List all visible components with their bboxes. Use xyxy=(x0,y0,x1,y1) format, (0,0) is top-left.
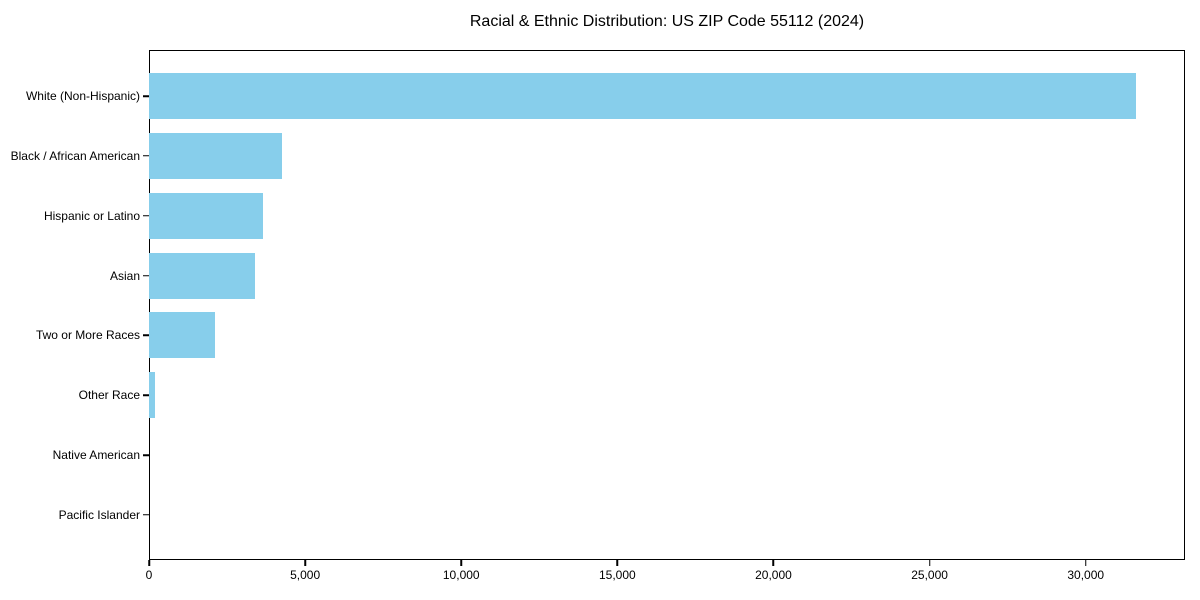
y-tick-label-hispanic-or-latino: Hispanic or Latino xyxy=(43,208,140,223)
bar-hispanic-or-latino xyxy=(149,192,263,239)
y-tick-mark xyxy=(143,334,149,337)
y-tick-label-pacific-islander: Pacific Islander xyxy=(58,507,140,522)
y-tick-label-other-race: Other Race xyxy=(78,388,140,403)
x-tick-label-10-000: 10,000 xyxy=(442,568,480,582)
x-tick-mark xyxy=(772,560,775,566)
x-tick-label-25-000: 25,000 xyxy=(911,568,948,582)
y-tick-mark xyxy=(143,155,149,157)
x-tick-mark xyxy=(304,560,306,566)
x-tick-mark xyxy=(928,560,931,566)
bar-asian xyxy=(149,252,256,299)
y-tick-label-two-or-more-races: Two or More Races xyxy=(35,328,140,343)
y-tick-label-asian: Asian xyxy=(109,268,140,283)
y-tick-label-black-african-american: Black / African American xyxy=(10,148,140,163)
y-tick-label-white-non-hispanic: White (Non-Hispanic) xyxy=(25,89,140,103)
y-tick-mark xyxy=(143,274,149,277)
x-tick-label-0: 0 xyxy=(145,568,153,582)
x-tick-label-20-000: 20,000 xyxy=(755,568,792,582)
x-tick-mark xyxy=(460,560,462,566)
x-tick-label-15-000: 15,000 xyxy=(598,568,636,582)
y-tick-mark xyxy=(143,214,149,217)
chart-title: Racial & Ethnic Distribution: US ZIP Cod… xyxy=(469,13,865,30)
x-tick-mark xyxy=(1084,560,1087,566)
y-tick-mark xyxy=(143,95,149,97)
y-tick-mark xyxy=(143,514,149,516)
bar-white-non-hispanic xyxy=(149,73,1136,119)
y-tick-label-native-american: Native American xyxy=(52,448,140,463)
x-tick-label-5-000: 5,000 xyxy=(290,568,321,582)
bar-black-african-american xyxy=(149,132,282,179)
plot-frame xyxy=(149,50,1185,560)
plot-area: White (Non-Hispanic) Black / African Amer… xyxy=(11,50,1185,582)
bar-two-or-more-races xyxy=(149,312,215,359)
x-tick-label-30-000: 30,000 xyxy=(1067,568,1105,582)
x-tick-mark xyxy=(148,560,150,566)
bar-other-race xyxy=(149,372,156,419)
y-tick-mark xyxy=(143,454,149,456)
y-tick-mark xyxy=(143,394,149,397)
x-tick-mark xyxy=(616,560,619,566)
